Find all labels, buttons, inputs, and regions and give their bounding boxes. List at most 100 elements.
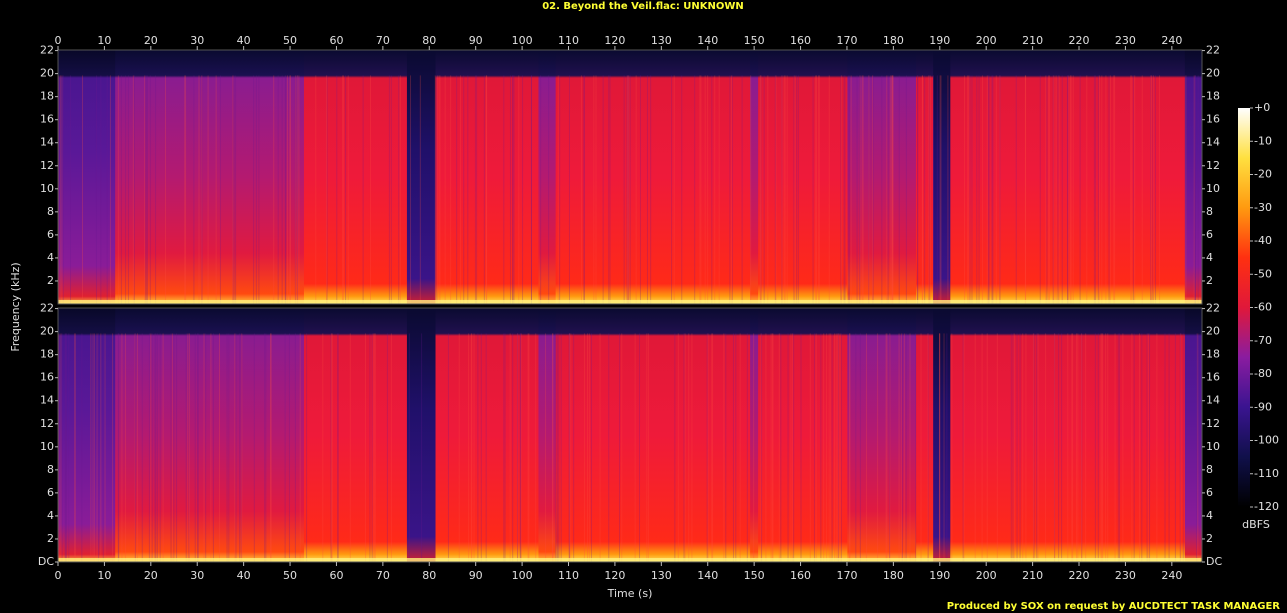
spectrum-texture bbox=[548, 75, 550, 305]
spectrum-texture bbox=[463, 75, 465, 305]
spectrum-region bbox=[933, 308, 951, 562]
spectrum-texture bbox=[684, 333, 686, 562]
spectrum-texture bbox=[836, 333, 838, 562]
spectrum-texture bbox=[517, 333, 519, 562]
spectrum-texture bbox=[725, 333, 727, 562]
spectrum-texture bbox=[794, 75, 796, 305]
colorbar-tick-label: -120 bbox=[1254, 500, 1279, 513]
spectrum-texture bbox=[730, 75, 732, 305]
spectrum-texture bbox=[691, 333, 693, 562]
x-tick-label: 30 bbox=[190, 34, 204, 47]
spectrum-texture bbox=[1159, 75, 1161, 305]
colorbar-tick-label: -80 bbox=[1254, 367, 1272, 380]
spectrum-texture bbox=[201, 75, 203, 305]
spectrum-texture bbox=[92, 333, 94, 562]
y-tick-label: 2 bbox=[1206, 274, 1213, 287]
spectrum-texture bbox=[1149, 333, 1151, 562]
colorbar-tick-label: -20 bbox=[1254, 168, 1272, 181]
spectrum-texture bbox=[1141, 333, 1143, 562]
spectrum-texture bbox=[527, 333, 529, 562]
spectrum-texture bbox=[436, 75, 438, 305]
spectrum-texture bbox=[485, 333, 487, 562]
spectrum-texture bbox=[232, 75, 234, 305]
spectrum-texture bbox=[530, 75, 532, 305]
spectrum-texture bbox=[835, 333, 837, 562]
spectrum-texture bbox=[704, 75, 706, 305]
spectrum-texture bbox=[58, 333, 60, 562]
spectrum-texture bbox=[421, 333, 423, 562]
spectrum-region bbox=[916, 50, 934, 304]
spectrum-texture bbox=[477, 333, 479, 562]
spectrum-texture bbox=[509, 333, 511, 562]
footer: Produced by SOX on request by AUCDTECT T… bbox=[947, 601, 1281, 612]
spectrum-texture bbox=[337, 333, 339, 562]
spectrum-texture bbox=[197, 333, 199, 562]
spectrum-texture bbox=[933, 75, 935, 305]
spectrum-texture bbox=[856, 75, 858, 305]
spectrum-texture bbox=[840, 333, 842, 562]
spectrum-texture bbox=[315, 75, 317, 305]
spectrum-texture bbox=[823, 333, 825, 562]
spectrum-texture bbox=[438, 75, 440, 305]
spectrum-texture bbox=[66, 333, 68, 562]
spectrum-texture bbox=[1101, 75, 1103, 305]
spectrum-texture bbox=[787, 333, 789, 562]
spectrum-texture bbox=[253, 75, 255, 305]
spectrum-region bbox=[406, 308, 437, 562]
spectrum-texture bbox=[480, 333, 482, 562]
spectrum-texture bbox=[569, 333, 571, 562]
spectrum-texture bbox=[1079, 75, 1081, 305]
spectrum-texture bbox=[927, 333, 929, 562]
spectrum-texture bbox=[134, 333, 136, 562]
spectrum-texture bbox=[1182, 333, 1184, 562]
spectrum-texture bbox=[132, 75, 134, 305]
spectrum-texture bbox=[928, 75, 930, 305]
y-tick-label: 18 bbox=[40, 90, 54, 103]
spectrum-texture bbox=[991, 75, 993, 305]
spectrum-texture bbox=[1025, 333, 1027, 562]
x-tick-label: 0 bbox=[55, 34, 62, 47]
spectrum-texture bbox=[699, 75, 701, 305]
spectrum-texture bbox=[928, 75, 930, 305]
spectrum-region bbox=[950, 50, 1186, 304]
spectrum-texture bbox=[144, 75, 146, 305]
spectrum-texture bbox=[909, 333, 911, 562]
colorbar-tick-label: -100 bbox=[1254, 434, 1279, 447]
spectrum-texture bbox=[619, 333, 621, 562]
spectrum-texture bbox=[872, 75, 874, 305]
spectrum-texture bbox=[865, 333, 867, 562]
spectrum-texture bbox=[513, 75, 515, 305]
y-tick-label: 10 bbox=[40, 182, 54, 195]
spectrum-texture bbox=[646, 75, 648, 305]
spectrum-texture bbox=[95, 75, 97, 305]
spectrum-texture bbox=[971, 75, 973, 305]
spectrum-texture bbox=[583, 333, 585, 562]
x-tick-label: 240 bbox=[1161, 34, 1182, 47]
spectrum-texture bbox=[556, 333, 558, 562]
spectrum-texture bbox=[568, 333, 570, 562]
spectrum-texture bbox=[1086, 75, 1088, 305]
x-tick-label: 10 bbox=[97, 34, 111, 47]
spectrum-texture bbox=[235, 75, 237, 305]
x-tick-label: 100 bbox=[512, 569, 533, 582]
spectrum-texture bbox=[946, 333, 948, 562]
spectrum-texture bbox=[118, 333, 120, 562]
spectrum-region bbox=[435, 50, 539, 304]
spectrum-texture bbox=[812, 75, 814, 305]
spectrum-texture bbox=[820, 333, 822, 562]
spectrum-region bbox=[750, 308, 759, 562]
spectrum-texture bbox=[915, 333, 917, 562]
spectrum-region bbox=[58, 50, 116, 304]
spectrum-region bbox=[1184, 50, 1203, 304]
spectrum-texture bbox=[194, 333, 196, 562]
x-tick-label: 190 bbox=[929, 34, 950, 47]
colorbar-tick-label: -110 bbox=[1254, 467, 1279, 480]
spectrum-texture bbox=[331, 333, 333, 562]
y-tick-label: 4 bbox=[47, 509, 54, 522]
spectrum-texture bbox=[386, 333, 388, 562]
spectrum-texture bbox=[198, 75, 200, 305]
spectrum-texture bbox=[688, 333, 690, 562]
spectrum-texture bbox=[164, 75, 166, 305]
spectrum-texture bbox=[60, 333, 62, 562]
